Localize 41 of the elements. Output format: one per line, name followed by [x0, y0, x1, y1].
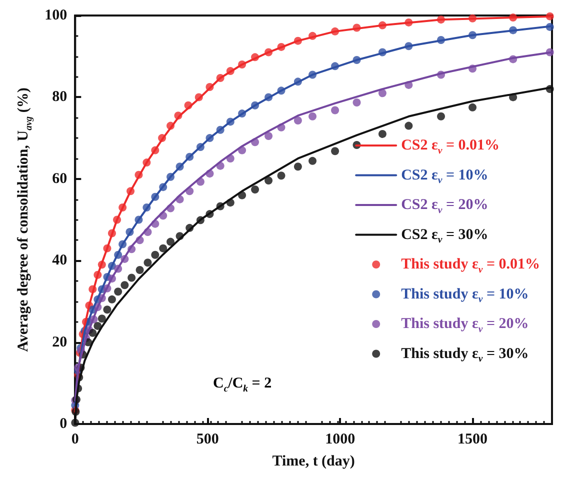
point [103, 306, 112, 314]
point [264, 132, 273, 140]
y-tick-label: 40 [52, 252, 68, 269]
point [98, 314, 106, 323]
point [151, 250, 160, 259]
point [108, 295, 116, 304]
point [308, 156, 317, 165]
point [331, 106, 340, 114]
point [331, 147, 340, 156]
x-tick-label: 1000 [325, 432, 356, 448]
y-tick-label: 20 [52, 334, 68, 350]
point [128, 274, 136, 282]
point [144, 258, 152, 267]
point [94, 322, 102, 330]
point [88, 328, 97, 337]
point [120, 281, 129, 290]
point [404, 122, 413, 130]
point [159, 244, 168, 252]
point [378, 130, 386, 138]
point [264, 176, 273, 185]
point [468, 103, 477, 112]
x-tick-label: 500 [196, 432, 219, 448]
point [294, 162, 302, 171]
x-tick-label: 1500 [458, 432, 488, 448]
point [294, 116, 302, 124]
point [251, 186, 260, 194]
point [166, 238, 175, 246]
point [378, 89, 386, 98]
point [136, 266, 144, 274]
point [114, 288, 122, 296]
x-tick-label: 0 [71, 432, 79, 448]
x-axis-title: Time, t (day) [272, 454, 355, 470]
point [277, 172, 286, 180]
y-tick-label: 60 [52, 170, 68, 187]
point [352, 98, 361, 107]
y-tick-label: 100 [44, 8, 68, 24]
y-axis-title: Average degree of consolidation, Uavg (%) [16, 88, 34, 352]
point [437, 112, 445, 120]
y-tick-label: 80 [52, 89, 68, 106]
y-tick-label: 0 [60, 416, 68, 432]
point [308, 112, 317, 120]
